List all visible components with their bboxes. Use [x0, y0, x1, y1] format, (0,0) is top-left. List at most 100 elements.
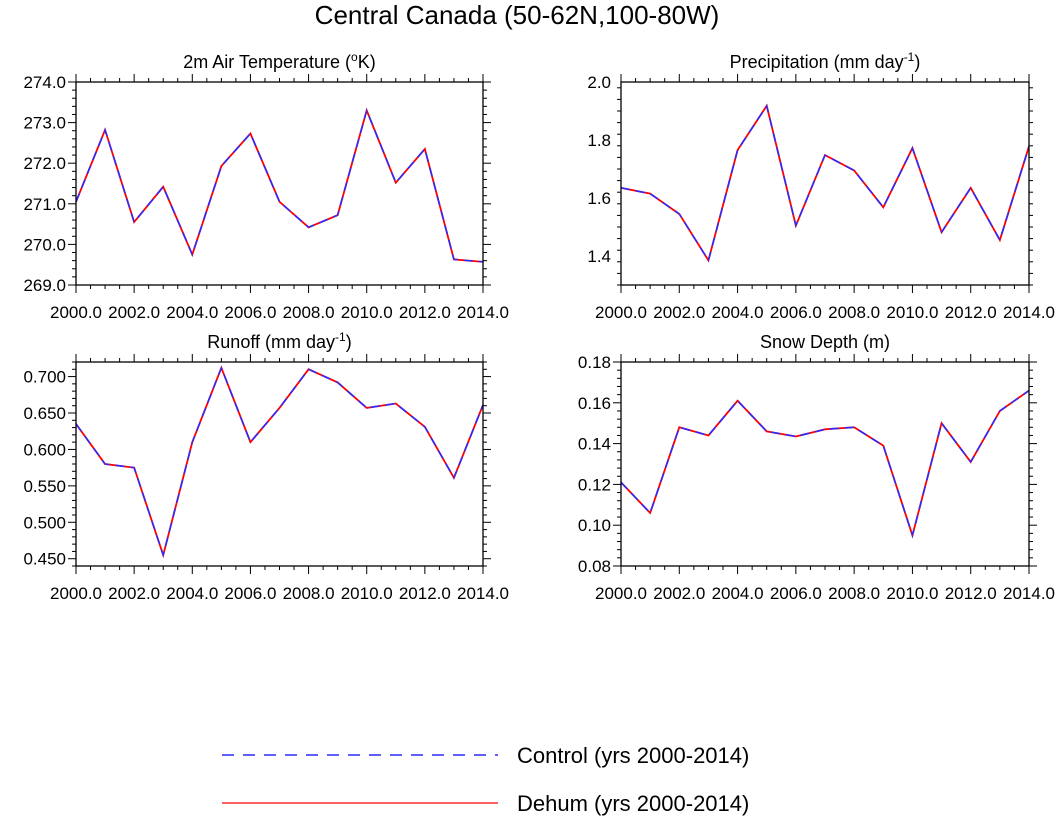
data-point-dehum	[162, 186, 164, 188]
y-tick-label: 1.8	[587, 131, 611, 150]
data-point-dehum	[795, 224, 797, 227]
data-point-dehum	[649, 512, 651, 514]
panel-title: Precipitation (mm day-1)	[730, 50, 921, 72]
x-tick-label: 2014.0	[1003, 303, 1055, 322]
x-tick-label: 2012.0	[399, 303, 451, 322]
data-point-dehum	[453, 477, 455, 479]
x-tick-label: 2008.0	[828, 303, 880, 322]
y-tick-label: 2.0	[587, 73, 611, 92]
data-point-dehum	[736, 400, 739, 402]
data-point-dehum	[424, 426, 426, 428]
data-point-dehum	[882, 445, 884, 447]
data-point-dehum	[220, 367, 222, 369]
data-point-dehum	[999, 410, 1001, 412]
x-tick-label: 2002.0	[653, 303, 705, 322]
data-point-dehum	[307, 368, 310, 370]
y-tick-label: 270.0	[23, 235, 66, 254]
x-tick-label: 2004.0	[166, 584, 218, 603]
data-point-dehum	[707, 434, 710, 437]
series-line-control	[621, 389, 1029, 539]
x-tick-label: 2004.0	[712, 584, 764, 603]
y-tick-label: 0.450	[23, 550, 66, 569]
data-point-dehum	[191, 441, 193, 443]
series-line-dehum	[76, 365, 483, 559]
y-tick-label: 0.500	[23, 513, 66, 532]
x-tick-label: 2006.0	[224, 303, 276, 322]
data-point-dehum	[337, 381, 339, 383]
x-tick-label: 2002.0	[108, 584, 160, 603]
data-point-dehum	[999, 239, 1001, 241]
panel-title: Runoff (mm day-1)	[207, 330, 351, 352]
x-tick-label: 2004.0	[166, 303, 218, 322]
y-tick-label: 0.16	[578, 394, 611, 413]
x-tick-label: 2000.0	[50, 303, 102, 322]
y-tick-label: 271.0	[23, 195, 66, 214]
y-tick-label: 272.0	[23, 154, 66, 173]
y-tick-label: 274.0	[23, 73, 66, 92]
plot-frame	[75, 81, 484, 286]
data-point-dehum	[736, 149, 739, 151]
panel-title: Snow Depth (m)	[760, 332, 890, 352]
plot-frame	[620, 81, 1030, 286]
data-point-dehum	[278, 201, 281, 203]
data-point-dehum	[133, 467, 135, 469]
series-line-dehum	[621, 103, 1029, 263]
x-tick-label: 2010.0	[886, 303, 938, 322]
y-tick-label: 0.12	[578, 475, 611, 494]
data-point-dehum	[911, 147, 914, 149]
x-tick-label: 2006.0	[224, 584, 276, 603]
x-tick-label: 2014.0	[457, 584, 509, 603]
data-point-dehum	[707, 259, 710, 261]
y-tick-label: 273.0	[23, 114, 66, 133]
x-tick-label: 2004.0	[712, 303, 764, 322]
data-point-dehum	[249, 132, 252, 135]
legend-control-label: Control (yrs 2000-2014)	[517, 743, 749, 768]
x-tick-label: 2008.0	[283, 303, 335, 322]
data-point-dehum	[249, 441, 252, 443]
data-point-dehum	[766, 105, 768, 107]
x-tick-label: 2008.0	[828, 584, 880, 603]
panel-runoff: Runoff (mm day-1) 0.450 0.500 0.550 0.600 0.6…	[23, 330, 509, 603]
x-tick-label: 2012.0	[945, 303, 997, 322]
x-tick-label: 2008.0	[283, 584, 335, 603]
x-tick-label: 2002.0	[653, 584, 705, 603]
series-line-control	[621, 103, 1029, 263]
y-tick-label: 0.550	[23, 477, 66, 496]
x-tick-label: 2000.0	[50, 584, 102, 603]
series-line-dehum	[76, 107, 483, 263]
data-point-dehum	[104, 463, 106, 465]
panel-precipitation: Precipitation (mm day-1) 1.4 1.6 1.8 2.0 2000…	[587, 50, 1055, 322]
figure-title: Central Canada (50-62N,100-80W)	[315, 0, 720, 30]
x-tick-label: 2002.0	[108, 303, 160, 322]
legend-dehum-label: Dehum (yrs 2000-2014)	[517, 791, 749, 816]
data-point-dehum	[911, 534, 914, 537]
series-line-dehum	[621, 389, 1029, 539]
data-point-dehum	[162, 554, 164, 556]
panel-title: 2m Air Temperature (oK)	[183, 50, 375, 72]
x-tick-label: 2006.0	[770, 584, 822, 603]
data-point-dehum	[853, 169, 855, 172]
data-point-dehum	[766, 430, 768, 432]
data-point-dehum	[970, 187, 972, 189]
data-point-dehum	[824, 428, 826, 430]
panel-air-temperature: 2m Air Temperature (oK) 269.0 270.0 271.0 27…	[23, 50, 509, 322]
panel-snow-depth: Snow Depth (m) 0.08 0.10 0.12 0.14 0.16 0.18 20…	[578, 332, 1055, 603]
y-tick-label: 1.4	[587, 247, 611, 266]
data-point-dehum	[795, 435, 797, 438]
data-point-dehum	[307, 226, 310, 228]
x-tick-label: 2014.0	[1003, 584, 1055, 603]
x-tick-label: 2000.0	[595, 303, 647, 322]
legend: Control (yrs 2000-2014) Dehum (yrs 2000-…	[222, 743, 749, 816]
data-point-dehum	[366, 109, 368, 112]
data-point-dehum	[970, 461, 972, 463]
data-point-dehum	[191, 253, 193, 256]
x-tick-label: 2012.0	[399, 584, 451, 603]
y-tick-label: 0.18	[578, 353, 611, 372]
x-tick-label: 2006.0	[770, 303, 822, 322]
data-point-dehum	[678, 213, 680, 215]
y-tick-label: 0.650	[23, 404, 66, 423]
series-line-control	[76, 365, 483, 558]
y-tick-label: 0.700	[23, 368, 66, 387]
x-tick-label: 2010.0	[341, 584, 393, 603]
